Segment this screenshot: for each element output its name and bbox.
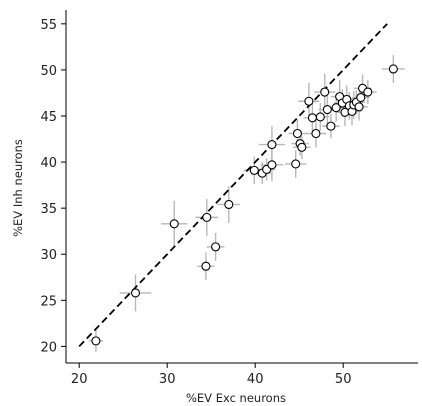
data-point: [267, 140, 277, 150]
data-point: [249, 165, 259, 175]
y-tick-label: 25: [40, 294, 57, 309]
x-tick-label: 30: [159, 372, 176, 387]
data-point: [320, 87, 330, 97]
data-point: [354, 102, 364, 112]
y-tick-label: 55: [40, 18, 57, 33]
data-point: [211, 242, 221, 252]
y-tick-label: 50: [40, 64, 57, 79]
data-point: [311, 128, 321, 139]
y-tick-label: 35: [40, 202, 57, 217]
data-point: [267, 160, 277, 170]
x-tick-label: 40: [247, 372, 264, 387]
data-point: [169, 219, 179, 229]
data-point: [388, 64, 398, 74]
axes: 20 30 40 50 20 25 30 35 40 45 50 55: [40, 10, 418, 387]
data-point: [322, 104, 332, 115]
data-point: [292, 128, 302, 139]
data-point: [326, 121, 336, 131]
y-axis-label: %EV Inh neurons: [11, 139, 25, 237]
data-point: [130, 288, 141, 298]
x-axis-ticks: 20 30 40 50: [71, 363, 352, 387]
y-tick-label: 30: [40, 248, 57, 263]
y-tick-label: 45: [40, 110, 57, 125]
y-tick-label: 40: [40, 156, 57, 171]
x-axis-label: %EV Exc neurons: [186, 391, 286, 405]
x-tick-label: 50: [335, 372, 352, 387]
data-point: [315, 112, 325, 122]
data-point: [291, 159, 301, 169]
data-point: [356, 93, 366, 103]
data-point: [363, 87, 373, 97]
y-tick-label: 20: [40, 340, 57, 355]
identity-reference-line: [78, 23, 388, 348]
y-axis-ticks: 20 25 30 35 40 45 50 55: [40, 18, 66, 355]
data-point: [201, 261, 211, 271]
data-markers: [91, 64, 398, 346]
data-point: [91, 336, 101, 346]
data-point: [307, 113, 317, 123]
data-point: [202, 212, 212, 222]
data-point: [297, 142, 307, 152]
data-point: [331, 103, 341, 113]
data-point: [304, 96, 314, 106]
x-tick-label: 20: [71, 372, 88, 387]
data-point: [224, 199, 234, 210]
